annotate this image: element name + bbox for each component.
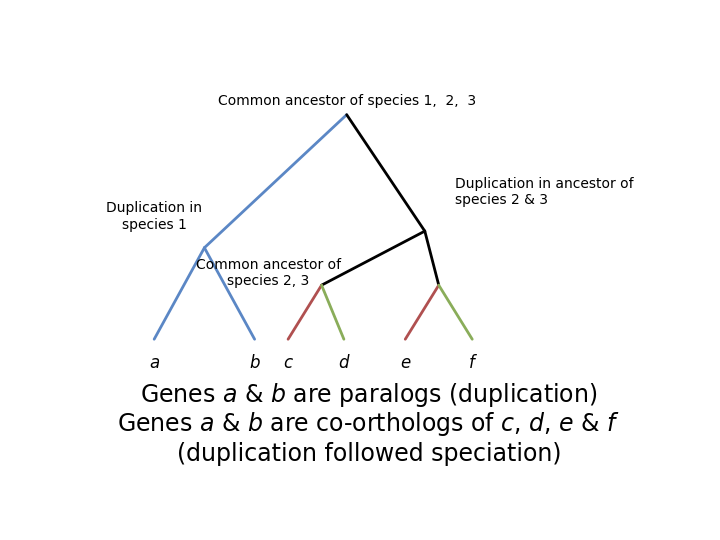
Text: (duplication followed speciation): (duplication followed speciation) (176, 442, 562, 465)
Text: Duplication in ancestor of
species 2 & 3: Duplication in ancestor of species 2 & 3 (456, 177, 634, 207)
Text: Genes $a$ & $b$ are paralogs (duplication): Genes $a$ & $b$ are paralogs (duplicatio… (140, 381, 598, 409)
Text: b: b (249, 354, 260, 372)
Text: a: a (149, 354, 159, 372)
Text: Genes $a$ & $b$ are co-orthologs of $c$, $d$, $e$ & $f$: Genes $a$ & $b$ are co-orthologs of $c$,… (117, 410, 621, 438)
Text: d: d (338, 354, 349, 372)
Text: Duplication in
species 1: Duplication in species 1 (106, 201, 202, 232)
Text: c: c (284, 354, 292, 372)
Text: Common ancestor of species 1,  2,  3: Common ancestor of species 1, 2, 3 (217, 94, 476, 109)
Text: f: f (469, 354, 475, 372)
Text: Common ancestor of
species 2, 3: Common ancestor of species 2, 3 (196, 258, 341, 288)
Text: e: e (400, 354, 410, 372)
